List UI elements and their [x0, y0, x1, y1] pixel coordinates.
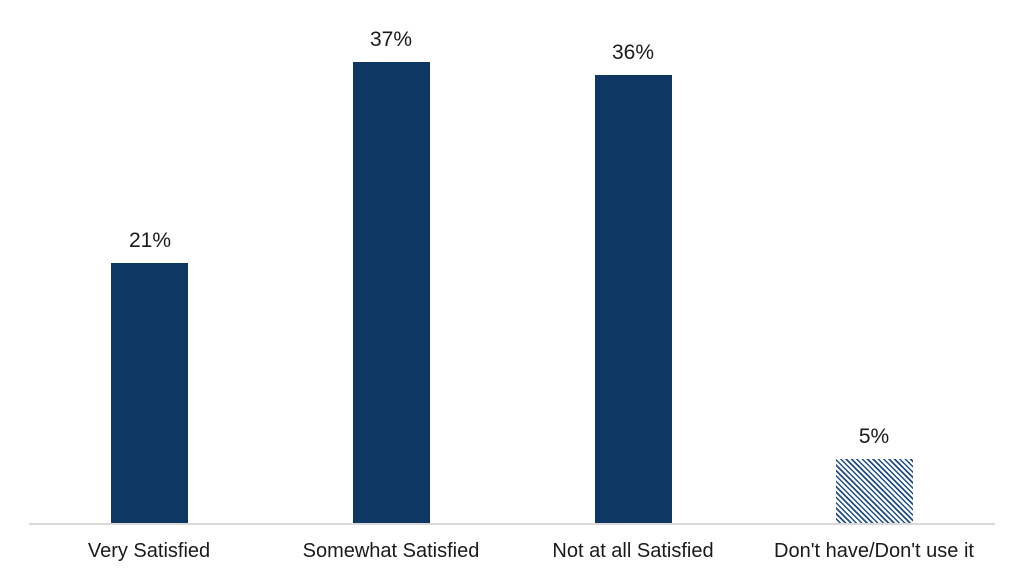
value-label: 21%	[128, 229, 172, 252]
category-label: Somewhat Satisfied	[302, 540, 480, 562]
category-label: Very Satisfied	[87, 540, 211, 562]
bar-dont-have	[836, 459, 913, 523]
bar-somewhat-satisfied	[353, 62, 430, 523]
category-label: Not at all Satisfied	[552, 540, 714, 562]
category-label: Don't have/Don't use it	[774, 540, 974, 562]
value-label: 5%	[858, 425, 890, 448]
bar-not-at-all-satisfied	[595, 75, 672, 523]
x-axis-line	[29, 523, 995, 525]
value-label: 36%	[611, 41, 655, 64]
value-label: 37%	[369, 28, 413, 51]
bar-very-satisfied	[111, 263, 188, 523]
